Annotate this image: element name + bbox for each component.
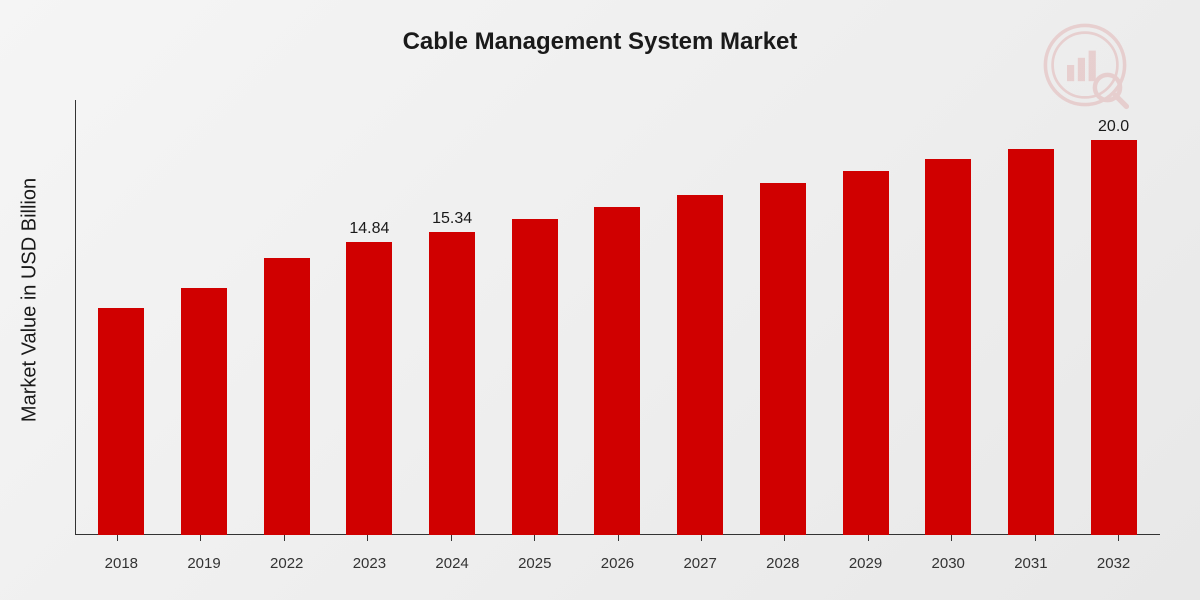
- bar-wrapper: [659, 100, 742, 535]
- chart-title: Cable Management System Market: [403, 28, 798, 56]
- plot-area: 14.84 15.34 20.0: [75, 100, 1160, 535]
- bar-wrapper: 14.84: [328, 100, 411, 535]
- bar: [760, 183, 806, 535]
- x-tick: [534, 535, 535, 541]
- bar-value-label: 20.0: [1098, 118, 1129, 136]
- x-tick: [451, 535, 452, 541]
- x-tick-label: 2024: [411, 555, 494, 572]
- bar: [429, 232, 475, 535]
- bars-group: 14.84 15.34 20.0: [75, 100, 1160, 535]
- x-tick-label: 2027: [659, 555, 742, 572]
- bar-wrapper: 20.0: [1072, 100, 1155, 535]
- chart-container: Cable Management System Market Market Va…: [0, 0, 1200, 600]
- x-tick: [1118, 535, 1119, 541]
- bar-wrapper: [990, 100, 1073, 535]
- bar-wrapper: [80, 100, 163, 535]
- x-tick-label: 2029: [824, 555, 907, 572]
- x-tick-label: 2028: [742, 555, 825, 572]
- bar-wrapper: [163, 100, 246, 535]
- bar-wrapper: [742, 100, 825, 535]
- x-tick: [200, 535, 201, 541]
- x-tick: [117, 535, 118, 541]
- bar-wrapper: [824, 100, 907, 535]
- x-labels-group: 2018201920222023202420252026202720282029…: [75, 555, 1160, 572]
- x-tick-label: 2025: [493, 555, 576, 572]
- x-tick: [367, 535, 368, 541]
- bar-wrapper: 15.34: [411, 100, 494, 535]
- x-tick-label: 2026: [576, 555, 659, 572]
- x-tick-label: 2031: [990, 555, 1073, 572]
- x-tick: [784, 535, 785, 541]
- bar: [181, 288, 227, 535]
- bar-value-label: 15.34: [432, 210, 472, 228]
- bar: [512, 219, 558, 535]
- y-axis-label: Market Value in USD Billion: [19, 178, 42, 422]
- bar: [925, 159, 971, 535]
- bar: [346, 242, 392, 535]
- bar-wrapper: [907, 100, 990, 535]
- x-tick-label: 2023: [328, 555, 411, 572]
- x-tick: [951, 535, 952, 541]
- x-tick: [701, 535, 702, 541]
- x-tick-label: 2030: [907, 555, 990, 572]
- bar-wrapper: [245, 100, 328, 535]
- watermark-logo: [1040, 20, 1130, 110]
- bar-wrapper: [576, 100, 659, 535]
- bar: [843, 171, 889, 535]
- x-tick-label: 2018: [80, 555, 163, 572]
- bar: [594, 207, 640, 535]
- bar-value-label: 14.84: [349, 220, 389, 238]
- x-tick-label: 2019: [163, 555, 246, 572]
- x-tick: [1035, 535, 1036, 541]
- bar: [1091, 140, 1137, 535]
- bar: [1008, 149, 1054, 535]
- x-tick: [284, 535, 285, 541]
- bar-wrapper: [493, 100, 576, 535]
- bar: [98, 308, 144, 535]
- x-tick-label: 2022: [245, 555, 328, 572]
- bar: [677, 195, 723, 535]
- x-tick: [868, 535, 869, 541]
- bar: [264, 258, 310, 535]
- x-tick: [618, 535, 619, 541]
- x-tick-label: 2032: [1072, 555, 1155, 572]
